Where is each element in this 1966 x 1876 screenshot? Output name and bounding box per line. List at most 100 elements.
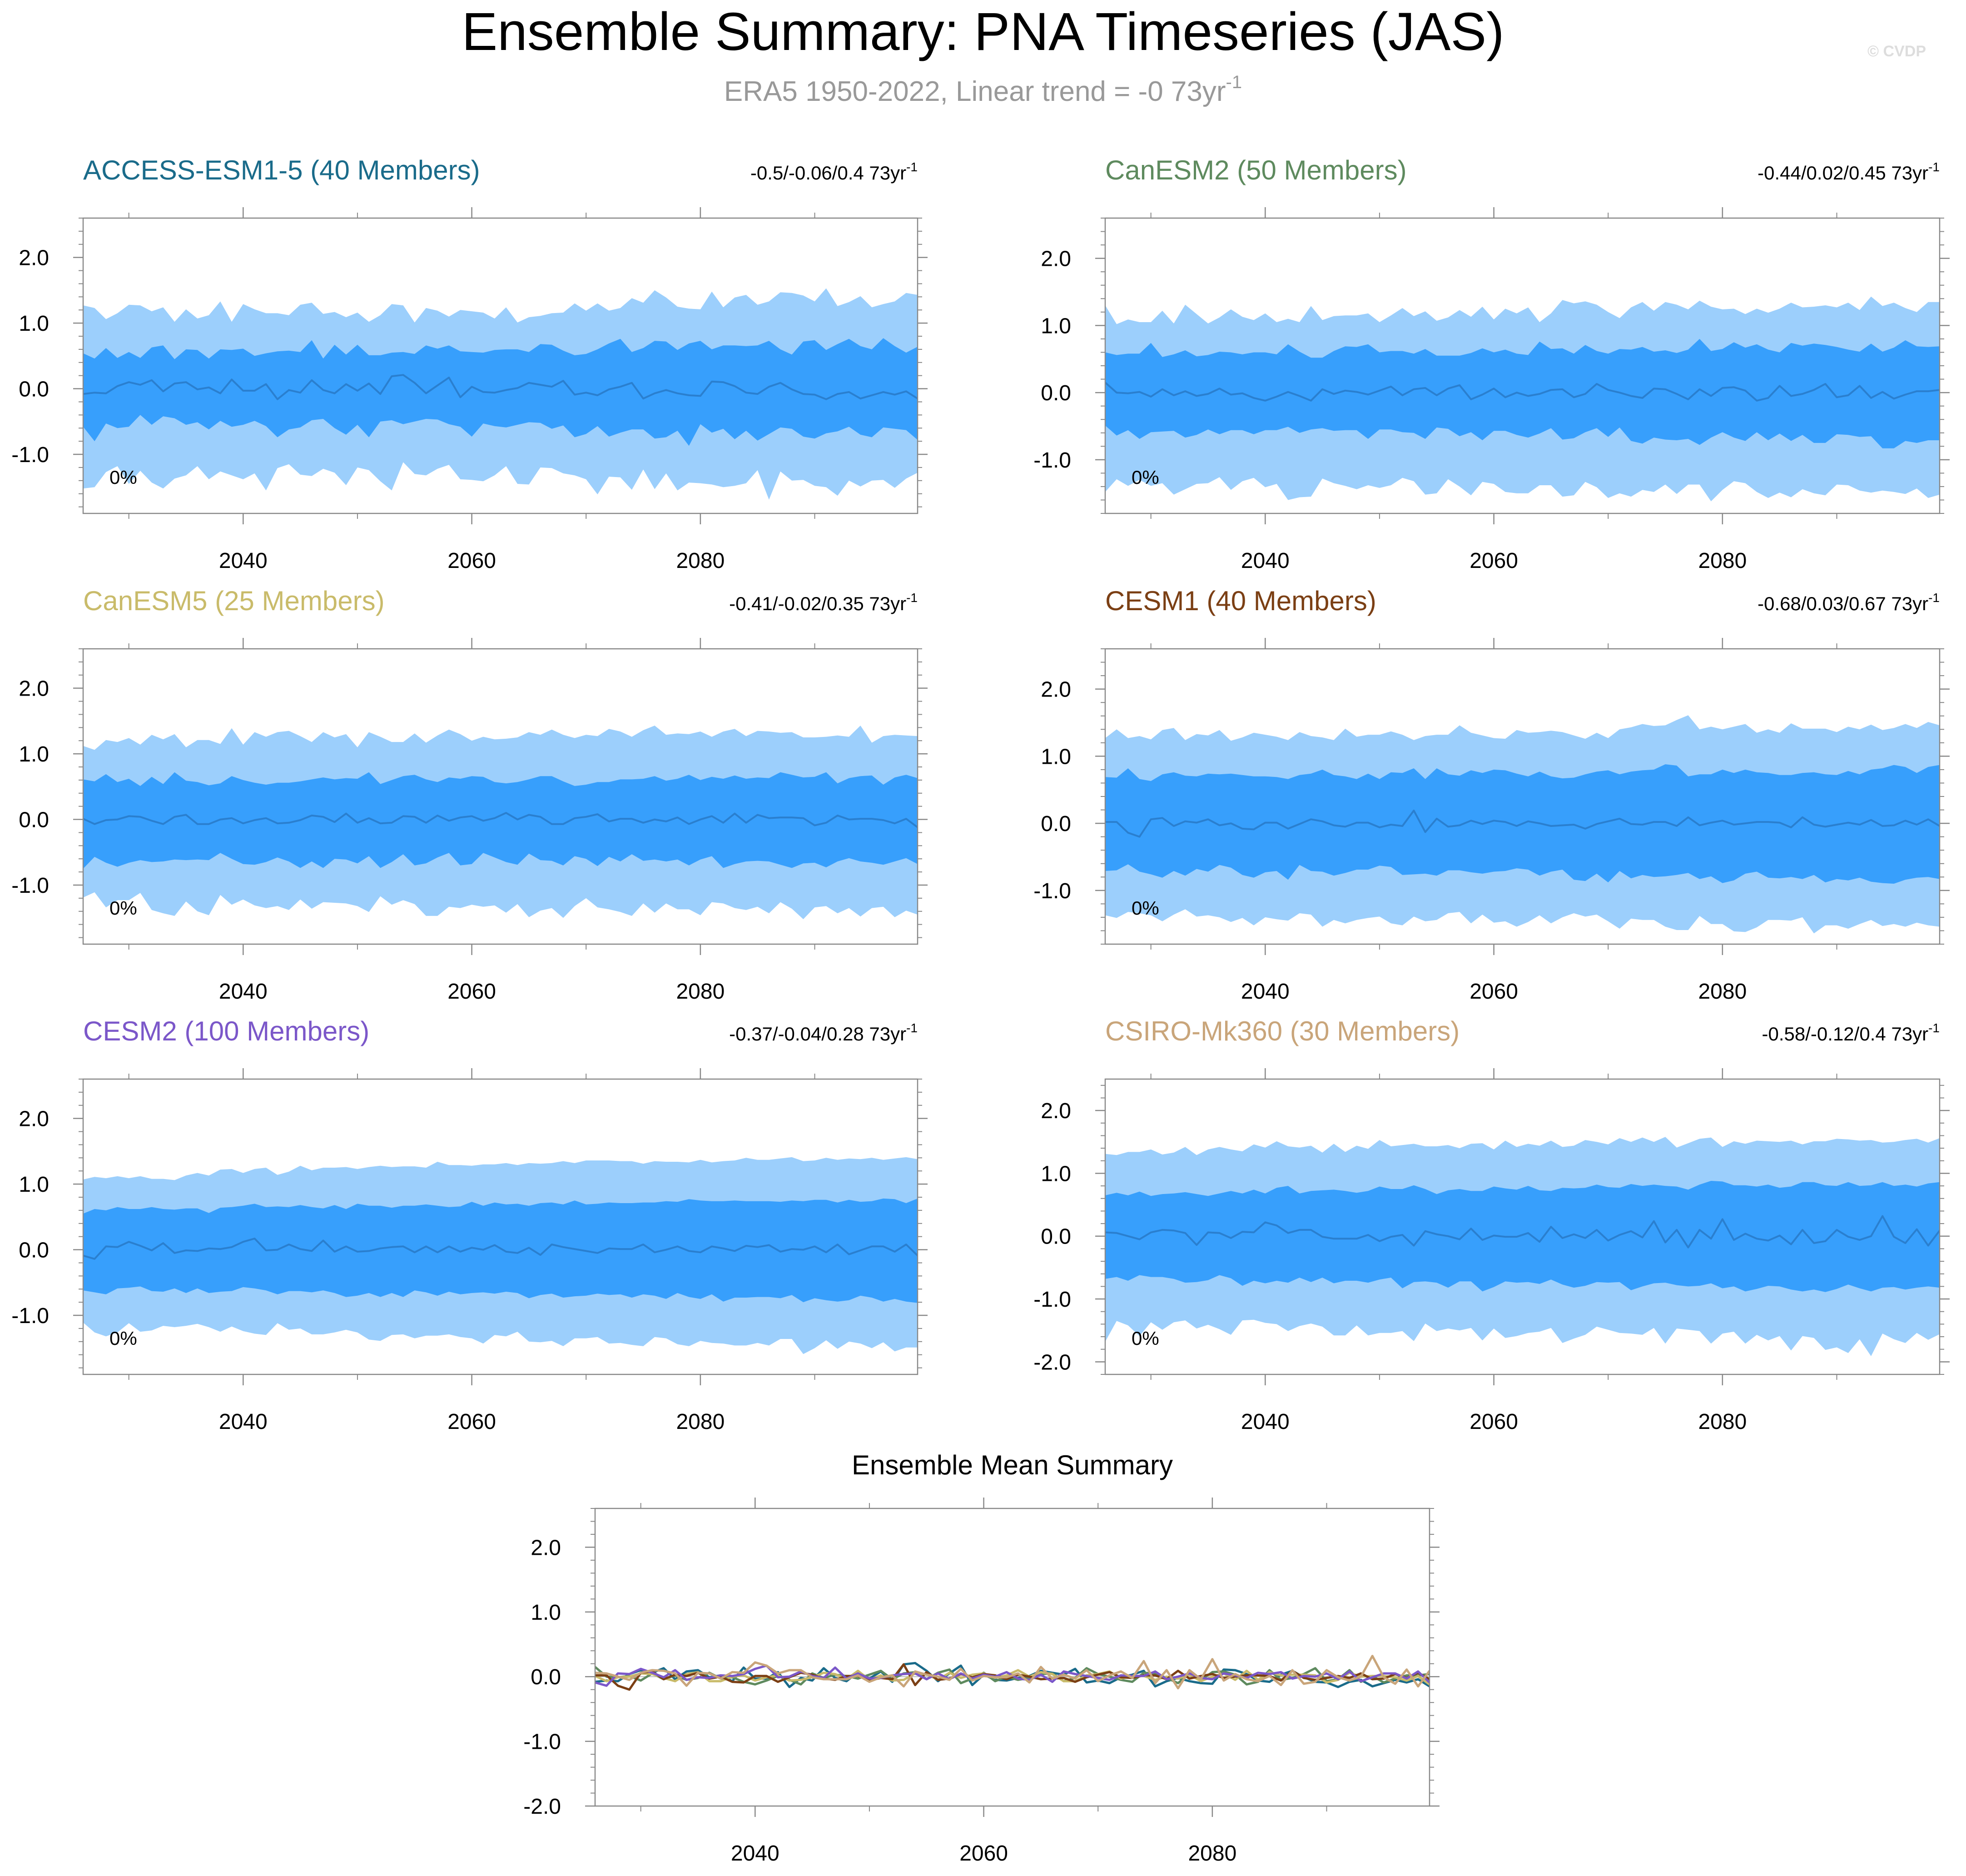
y-tick-label: -1.0 — [1033, 1288, 1071, 1312]
trend-label-text: -0.5/-0.06/0.4 73yr — [750, 162, 906, 184]
x-tick-label: 2040 — [1241, 1410, 1290, 1434]
x-tick-label: 2060 — [447, 549, 496, 573]
chart-panel-5: -1.0 0.0 1.0 2.0 2040 2060 2080 CESM2 (100 Memb… — [11, 1016, 928, 1434]
chart-panel-2: -1.0 0.0 1.0 2.0 2040 2060 2080 CanESM2 (50 Mem… — [1033, 155, 1950, 573]
plot-frame — [82, 1078, 918, 1375]
ensemble-mean-line — [83, 812, 918, 828]
x-tick-label: 2080 — [1698, 1410, 1747, 1434]
panel-title: CESM2 (100 Members) — [83, 1016, 369, 1046]
figure-subtitle: ERA5 1950-2022, Linear trend = -0 73yr-1 — [724, 72, 1242, 107]
x-tick-label: 2080 — [676, 1410, 725, 1434]
percent-label: 0% — [1132, 1328, 1159, 1349]
trend-label: -0.68/0.03/0.67 73yr-1 — [1757, 591, 1940, 614]
y-tick-label: -1.0 — [11, 1304, 49, 1328]
trend-label-sup: -1 — [1928, 1021, 1940, 1035]
x-tick-label: 2040 — [1241, 549, 1290, 573]
y-tick-label: -1.0 — [11, 874, 49, 898]
plot-area — [595, 1655, 1430, 1691]
y-tick-label: 2.0 — [531, 1536, 561, 1560]
trend-label-text: -0.44/0.02/0.45 73yr — [1757, 162, 1928, 184]
figure-subtitle-text: ERA5 1950-2022, Linear trend = -0 73yr — [724, 76, 1226, 107]
trend-label-sup: -1 — [1928, 591, 1940, 605]
y-tick-label: 2.0 — [19, 677, 49, 701]
y-tick-label: -2.0 — [1033, 1350, 1071, 1374]
x-tick-label: 2040 — [219, 980, 268, 1004]
panel-title: CSIRO-Mk360 (30 Members) — [1105, 1016, 1460, 1046]
panel-title: CESM1 (40 Members) — [1105, 586, 1376, 616]
plot-area — [1105, 715, 1940, 934]
y-tick-label: 0.0 — [1041, 812, 1071, 836]
ensemble-mean-line — [1105, 1215, 1940, 1249]
y-tick-label: 2.0 — [19, 246, 49, 270]
y-tick-label: 2.0 — [19, 1107, 49, 1131]
y-tick-label: 0.0 — [1041, 381, 1071, 405]
y-tick-label: -1.0 — [1033, 448, 1071, 473]
y-tick-label: 2.0 — [1041, 247, 1071, 271]
y-tick-label: 1.0 — [19, 312, 49, 336]
ensemble-mean-line — [83, 1238, 918, 1260]
trend-label: -0.44/0.02/0.45 73yr-1 — [1757, 160, 1940, 184]
copyright-label: © CVDP — [1867, 43, 1926, 60]
figure-subtitle-sup: -1 — [1226, 72, 1242, 92]
x-tick-label: 2060 — [1470, 1410, 1518, 1434]
x-tick-label: 2040 — [219, 1410, 268, 1434]
x-tick-label: 2040 — [219, 549, 268, 573]
percent-label: 0% — [109, 1328, 137, 1349]
plot-frame — [1104, 1078, 1941, 1375]
percent-label: 0% — [109, 897, 137, 919]
x-tick-label: 2040 — [731, 1841, 779, 1866]
panels-container: -1.0 0.0 1.0 2.0 2040 2060 2080 ACCESS-ESM1-5 (… — [11, 155, 1950, 1866]
trend-label-text: -0.58/-0.12/0.4 73yr — [1762, 1023, 1929, 1045]
x-tick-label: 2080 — [1188, 1841, 1236, 1866]
panel-title: CanESM2 (50 Members) — [1105, 155, 1407, 185]
y-tick-label: 0.0 — [531, 1665, 561, 1689]
ensemble-mean-line — [1105, 382, 1940, 402]
plot-area — [83, 288, 918, 500]
plot-area — [1105, 1137, 1940, 1356]
panel-title: CanESM5 (25 Members) — [83, 586, 385, 616]
y-tick-label: 2.0 — [1041, 678, 1071, 702]
chart-panel-6: -2.0 -1.0 0.0 1.0 2.0 2040 2060 2080 CSIRO-Mk360… — [1033, 1016, 1950, 1434]
percent-label: 0% — [109, 467, 137, 488]
panel-title: ACCESS-ESM1-5 (40 Members) — [83, 155, 480, 185]
x-tick-label: 2080 — [676, 980, 725, 1004]
plot-frame — [82, 217, 918, 514]
trend-label-sup: -1 — [906, 1021, 918, 1035]
series-line-6 — [595, 1655, 1430, 1690]
trend-label: -0.41/-0.02/0.35 73yr-1 — [729, 591, 918, 614]
ensemble-mean-line — [1105, 810, 1940, 838]
trend-label: -0.37/-0.04/0.28 73yr-1 — [729, 1021, 918, 1045]
x-tick-label: 2060 — [447, 980, 496, 1004]
x-tick-label: 2080 — [676, 549, 725, 573]
y-tick-label: 0.0 — [19, 808, 49, 832]
y-tick-label: -1.0 — [11, 443, 49, 467]
trend-label: -0.5/-0.06/0.4 73yr-1 — [750, 160, 918, 184]
ensemble-mean-line — [83, 374, 918, 400]
trend-label-sup: -1 — [906, 591, 918, 605]
x-tick-label: 2060 — [447, 1410, 496, 1434]
x-tick-label: 2080 — [1698, 549, 1747, 573]
panel-title: Ensemble Mean Summary — [852, 1450, 1173, 1480]
inner-range-band — [83, 772, 918, 869]
trend-label-sup: -1 — [1928, 160, 1940, 174]
x-tick-label: 2060 — [959, 1841, 1008, 1866]
figure-title: Ensemble Summary: PNA Timeseries (JAS) — [462, 2, 1504, 62]
trend-label-text: -0.41/-0.02/0.35 73yr — [729, 593, 906, 614]
x-tick-label: 2060 — [1470, 980, 1518, 1004]
y-tick-label: -1.0 — [1033, 879, 1071, 903]
trend-label-sup: -1 — [906, 160, 918, 174]
percent-label: 0% — [1132, 467, 1159, 488]
y-tick-label: 2.0 — [1041, 1099, 1071, 1123]
y-tick-label: -1.0 — [523, 1730, 561, 1754]
plot-frame — [82, 648, 918, 945]
chart-panel-4: -1.0 0.0 1.0 2.0 2040 2060 2080 CESM1 (40 Membe… — [1033, 586, 1950, 1004]
inner-range-band — [1105, 1181, 1940, 1292]
y-tick-label: 1.0 — [19, 742, 49, 766]
plot-area — [1105, 296, 1940, 502]
trend-label-text: -0.68/0.03/0.67 73yr — [1757, 593, 1928, 614]
y-tick-label: 1.0 — [1041, 745, 1071, 769]
plot-frame — [594, 1508, 1430, 1807]
chart-panel-1: -1.0 0.0 1.0 2.0 2040 2060 2080 ACCESS-ESM1-5 (… — [11, 155, 928, 573]
y-tick-label: 0.0 — [19, 1239, 49, 1263]
